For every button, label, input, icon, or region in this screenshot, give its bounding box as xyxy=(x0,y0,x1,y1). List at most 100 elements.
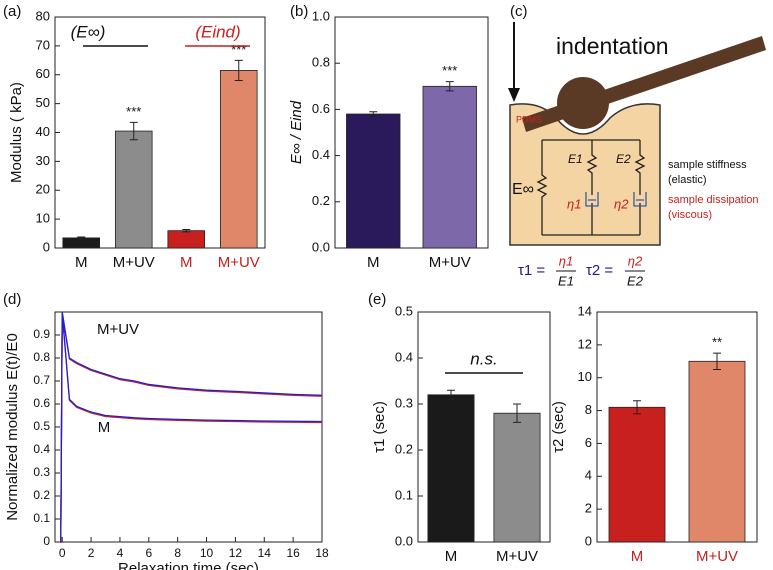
significance-label: *** xyxy=(126,104,141,119)
y-axis-label: τ1 (sec) xyxy=(371,401,388,453)
y-tick-label: 0.3 xyxy=(395,395,413,410)
plot-frame xyxy=(334,16,489,249)
significance-label: *** xyxy=(442,63,457,78)
y-tick-label: 0.0 xyxy=(395,533,413,548)
error-bar xyxy=(369,111,378,117)
significance-label: *** xyxy=(231,42,246,57)
y-tick-label: 0.9 xyxy=(33,327,50,341)
plot-frame xyxy=(596,311,758,543)
y-tick-label: 0.8 xyxy=(312,55,330,70)
y-axis-label: E∞ / Eind xyxy=(288,100,305,164)
x-tick-label: 2 xyxy=(88,546,95,560)
e-inf-label: E∞ xyxy=(512,181,534,198)
plot-frame xyxy=(417,311,551,543)
x-tick-label: M+UV xyxy=(429,254,471,271)
dissipation-label: (viscous) xyxy=(668,209,712,221)
panel-label: (c) xyxy=(510,3,528,20)
y-tick-label: 0.7 xyxy=(33,373,50,387)
panel-label: (b) xyxy=(290,3,308,20)
dissipation-label: sample dissipation xyxy=(668,194,759,206)
annotation: (E∞) xyxy=(71,22,106,41)
y-tick-label: 0.3 xyxy=(33,465,50,479)
x-tick-label: M+UV xyxy=(696,548,738,565)
stiffness-label: sample stiffness xyxy=(668,159,747,171)
x-tick-label: 12 xyxy=(229,546,243,560)
circuit xyxy=(536,139,647,236)
x-tick-label: M xyxy=(75,254,88,271)
y-tick-label: 0 xyxy=(585,533,592,548)
bar xyxy=(422,85,477,249)
eta1-label: η1 xyxy=(567,196,581,211)
y-tick-label: 0.0 xyxy=(312,239,330,254)
panel-label: (d) xyxy=(3,291,21,308)
bar xyxy=(167,230,206,249)
pdms-sample xyxy=(509,103,661,246)
bar xyxy=(688,360,746,543)
y-tick-label: 0.4 xyxy=(395,349,413,364)
data-line xyxy=(60,311,323,543)
x-tick-label: M+UV xyxy=(496,548,538,565)
y-tick-label: 0.1 xyxy=(33,511,50,525)
series-label: M xyxy=(98,419,111,436)
x-tick-label: M xyxy=(445,548,458,565)
error-bar xyxy=(445,81,454,92)
x-tick-label: 4 xyxy=(117,546,124,560)
formula: η1 xyxy=(559,253,573,268)
x-tick-label: 18 xyxy=(315,546,329,560)
eta2-label: η2 xyxy=(614,196,629,211)
y-tick-label: 6 xyxy=(585,435,592,450)
bar xyxy=(608,406,666,543)
x-tick-label: 6 xyxy=(145,546,152,560)
bar xyxy=(427,394,475,543)
series-label: M+UV xyxy=(97,321,139,338)
y-tick-label: 70 xyxy=(36,37,50,52)
error-bar xyxy=(633,400,641,415)
error-bar xyxy=(713,352,721,370)
x-tick-label: M xyxy=(180,254,193,271)
x-tick-label: 14 xyxy=(258,546,272,560)
y-tick-label: 0.2 xyxy=(312,193,330,208)
y-axis-label: Normalized modulus E(t)/E0 xyxy=(4,333,21,521)
e1-label: E1 xyxy=(568,152,583,166)
fit-line xyxy=(60,312,323,544)
y-tick-label: 60 xyxy=(36,66,50,81)
y-tick-label: 2 xyxy=(585,501,592,516)
y-tick-label: 0.1 xyxy=(395,487,413,502)
y-tick-label: 50 xyxy=(36,95,50,110)
bar xyxy=(219,70,258,249)
y-tick-label: 4 xyxy=(585,468,592,483)
formula: τ2 = xyxy=(586,262,613,279)
y-tick-label: 0.6 xyxy=(312,101,330,116)
formula: E2 xyxy=(627,273,644,288)
error-bar xyxy=(129,121,138,141)
data-line xyxy=(60,311,323,543)
y-tick-label: 30 xyxy=(36,153,50,168)
y-tick-label: 12 xyxy=(578,336,592,351)
y-tick-label: 0.4 xyxy=(33,442,50,456)
x-tick-label: 0 xyxy=(59,546,66,560)
material-label: PDMS xyxy=(516,114,542,124)
diagram-title: indentation xyxy=(556,33,669,59)
error-bar xyxy=(77,236,86,240)
y-tick-label: 0.2 xyxy=(395,441,413,456)
x-tick-label: 8 xyxy=(174,546,181,560)
y-tick-label: 14 xyxy=(578,303,592,318)
indenter-ball xyxy=(557,77,609,129)
y-tick-label: 10 xyxy=(578,369,592,384)
bar xyxy=(346,113,401,249)
y-tick-label: 20 xyxy=(36,182,50,197)
x-tick-label: M xyxy=(367,254,380,271)
arrow-head xyxy=(508,88,520,102)
error-bar xyxy=(182,229,191,233)
y-tick-label: 0.8 xyxy=(33,350,50,364)
bar xyxy=(114,130,153,249)
bar xyxy=(493,412,541,543)
significance-label: ** xyxy=(712,335,722,350)
error-bar xyxy=(234,59,243,82)
stiffness-label: (elastic) xyxy=(668,174,707,186)
formula: E1 xyxy=(558,273,574,288)
panel-label: (e) xyxy=(368,291,386,308)
y-tick-label: 40 xyxy=(36,124,50,139)
y-tick-label: 0.4 xyxy=(312,147,330,162)
